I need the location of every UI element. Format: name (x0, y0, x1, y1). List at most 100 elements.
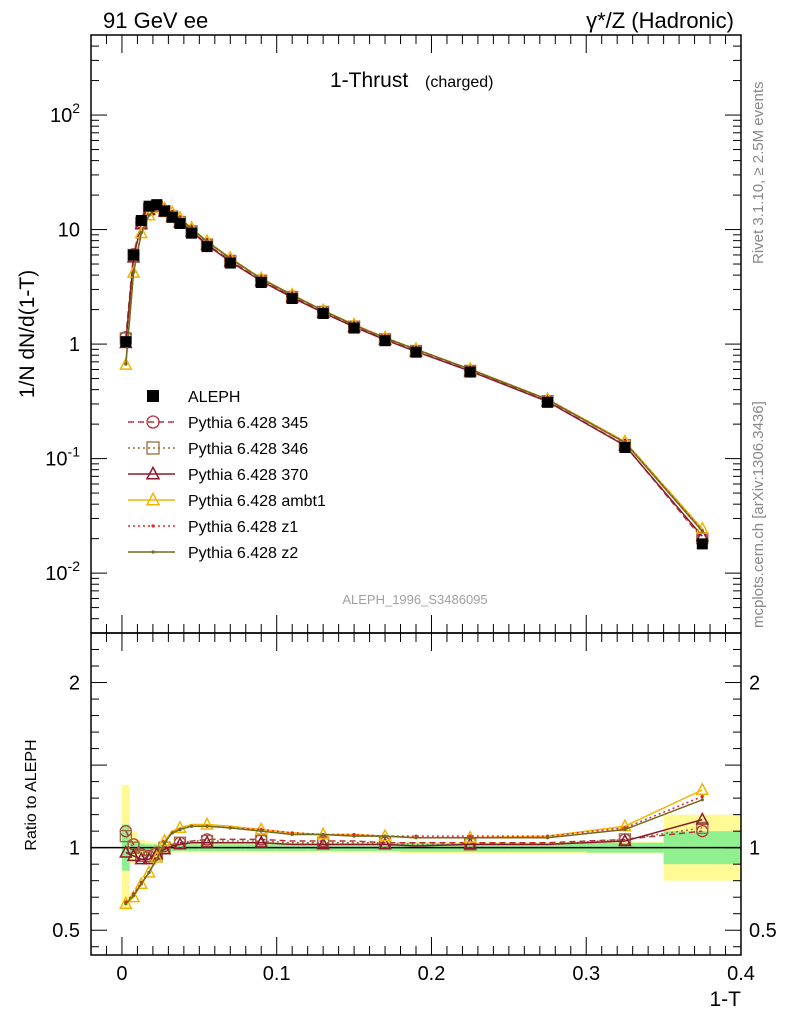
main-y-axis-label: 1/N dN/d(1-T) (16, 270, 39, 398)
point-aleph (410, 346, 422, 358)
ratio-point-pythia-6-428-z2 (162, 841, 167, 845)
legend-marker (151, 524, 155, 528)
point-pythia-6-428-z2 (700, 529, 704, 533)
point-aleph (348, 322, 360, 334)
legend-marker (147, 390, 159, 402)
point-aleph (174, 217, 186, 229)
ratio-point-pythia-6-428-ambt1 (119, 896, 133, 909)
point-pythia-6-428-z2 (131, 270, 136, 274)
point-aleph (619, 442, 631, 454)
ratio-point-pythia-6-428-z2 (189, 824, 194, 828)
x-tick-label: 0.2 (418, 963, 446, 985)
ratio-point-pythia-6-428-z2 (468, 836, 472, 840)
rivet-version-label: Rivet 3.1.10, ≥ 2.5M events (750, 82, 767, 265)
ratio-plot-frame (90, 632, 742, 956)
legend-marker (145, 491, 161, 506)
ratio-point-pythia-6-428-z2 (290, 832, 294, 837)
x-tick-label: 0.1 (263, 963, 291, 985)
legend-label: Pythia 6.428 ambt1 (188, 493, 326, 510)
ratio-line-pythia-6-428-z1 (125, 795, 703, 903)
ratio-point-pythia-6-428-ambt1 (150, 849, 164, 863)
series-line-pythia-6-428-345 (125, 205, 703, 540)
ratio-point-pythia-6-428-z2 (700, 798, 704, 802)
analysis-watermark: ALEPH_1996_S3486095 (342, 592, 487, 607)
legend-marker (151, 550, 155, 554)
point-aleph (166, 211, 178, 223)
ratio-point-pythia-6-428-z2 (414, 836, 418, 840)
point-aleph (143, 200, 155, 212)
point-pythia-6-428-z2 (147, 213, 151, 217)
legend-label: ALEPH (188, 389, 240, 406)
point-pythia-6-428-z2 (139, 231, 143, 235)
x-tick-label: 0.3 (572, 963, 600, 985)
ratio-point-pythia-6-428-z2 (383, 834, 387, 838)
ratio-point-pythia-6-428-ambt1 (200, 816, 214, 830)
energy-label: 91 GeV ee (103, 8, 208, 33)
main-y-tick-label: 10-2 (45, 558, 80, 585)
x-tick-label: 0 (116, 963, 127, 985)
ratio-point-pythia-6-428-370 (134, 851, 149, 865)
ratio-point-pythia-6-428-346 (119, 829, 132, 843)
x-axis-label: 1-T (710, 988, 742, 1011)
ratio-point-pythia-6-428-ambt1 (126, 889, 141, 903)
legend-label: Pythia 6.428 370 (188, 467, 308, 484)
ratio-point-pythia-6-428-370 (173, 836, 187, 850)
point-aleph (379, 335, 391, 347)
point-aleph (120, 336, 132, 348)
legend-marker (146, 441, 160, 455)
point-pythia-6-428-ambt1 (142, 207, 156, 221)
point-aleph (224, 257, 236, 269)
chart-subtitle: (charged) (425, 74, 493, 91)
legend-marker (145, 465, 161, 480)
ratio-point-pythia-6-428-z2 (228, 826, 232, 830)
ratio-point-pythia-6-428-370 (378, 836, 392, 850)
ratio-point-pythia-6-428-z2 (170, 831, 174, 835)
point-aleph (255, 276, 267, 288)
ratio-point-pythia-6-428-ambt1 (142, 864, 156, 878)
x-tick-label: 0.4 (727, 963, 755, 985)
point-aleph (186, 227, 198, 239)
legend-label: Pythia 6.428 345 (188, 415, 308, 432)
main-plot-frame (90, 34, 742, 634)
point-aleph (151, 199, 163, 211)
ratio-point-pythia-6-428-370 (695, 811, 710, 825)
ratio-point-pythia-6-428-346 (127, 841, 140, 854)
ratio-point-pythia-6-428-ambt1 (134, 876, 149, 890)
ratio-point-pythia-6-428-z2 (155, 857, 159, 861)
ratio-plot-panel: Ratio to ALEPH 1-T 0.5 0.5 1 1 2 2 0 0.1 0.2 0.3… (23, 632, 777, 1011)
series-line-pythia-6-428-346 (125, 205, 703, 539)
chart-title: 1-Thrust (330, 69, 408, 92)
legend-entry-pythia-6-428-z1: Pythia 6.428 z1 (128, 519, 298, 536)
ratio-point-pythia-6-428-z2 (259, 829, 263, 833)
ratio-line-pythia-6-428-345 (125, 830, 703, 857)
series-line-pythia-6-428-370 (125, 205, 703, 537)
point-aleph (317, 307, 329, 319)
ratio-point-pythia-6-428-370 (618, 833, 632, 847)
point-aleph (128, 249, 140, 261)
point-aleph (464, 366, 476, 378)
ratio-point-pythia-6-428-z2 (139, 882, 143, 886)
ratio-point-pythia-6-428-370 (463, 836, 477, 850)
point-aleph (542, 396, 554, 408)
legend-marker (146, 415, 160, 429)
ratio-y-tick-label: 0.5 (52, 920, 80, 942)
mcplots-label: mcplots.cern.ch [arXiv:1306.3436] (750, 401, 767, 628)
ratio-y-axis-label: Ratio to ALEPH (23, 739, 40, 850)
ratio-point-pythia-6-428-370 (126, 848, 141, 862)
point-pythia-6-428-ambt1 (134, 225, 149, 239)
point-aleph (696, 538, 708, 550)
legend-entry-pythia-6-428-345: Pythia 6.428 345 (128, 415, 308, 432)
legend: ALEPH Pythia 6.428 345 Pythia 6.428 346 Pyt… (128, 389, 326, 562)
legend-label: Pythia 6.428 z1 (188, 519, 298, 536)
process-label: γ*/Z (Hadronic) (586, 8, 734, 33)
main-y-tick-label: 10-1 (45, 444, 80, 471)
ratio-point-pythia-6-428-ambt1 (316, 826, 330, 840)
point-pythia-6-428-z2 (124, 362, 128, 366)
ratio-point-pythia-6-428-ambt1 (173, 820, 187, 834)
ratio-point-pythia-6-428-ambt1 (463, 830, 477, 843)
legend-entry-pythia-6-428-346: Pythia 6.428 346 (128, 441, 308, 458)
ratio-point-pythia-6-428-z2 (545, 836, 550, 840)
main-y-tick-label: 1 (69, 334, 80, 356)
point-aleph (135, 214, 147, 226)
